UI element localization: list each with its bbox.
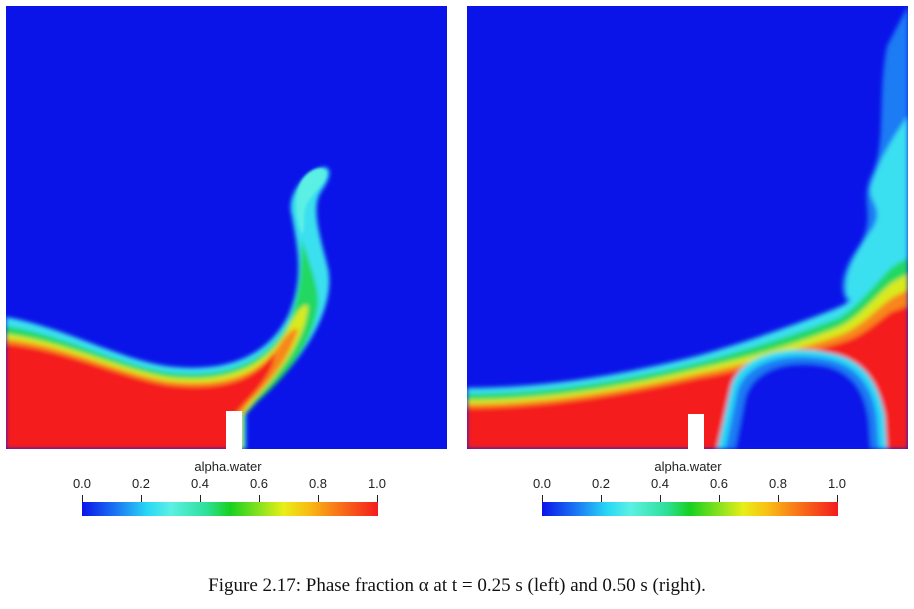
colorbar-tick — [200, 495, 201, 503]
colorbar-tick-label: 0.4 — [650, 476, 670, 491]
colorbar-tick — [837, 495, 838, 503]
figure-caption: Figure 2.17: Phase fraction α at t = 0.2… — [208, 575, 706, 596]
colorbar-tick — [601, 495, 602, 503]
colorbar-tick — [82, 495, 83, 503]
wave-lobe-left — [296, 168, 327, 234]
colorbar-tick — [377, 495, 378, 503]
colorbar-tick-label: 0.6 — [249, 476, 269, 491]
phase-fraction-field-right — [467, 6, 908, 449]
colorbar-tick-label: 0.8 — [308, 476, 328, 491]
colorbar-title: alpha.water — [654, 459, 722, 474]
colorbar-tick — [660, 495, 661, 503]
colorbar-tick — [259, 495, 260, 503]
simulation-panel-right — [467, 6, 908, 449]
obstacle-block-left — [226, 411, 242, 449]
simulation-panel-left — [6, 6, 447, 449]
colorbar-left: alpha.water 0.0 0.2 0.4 0.6 0.8 1.0 — [73, 459, 386, 519]
colorbar-tick — [141, 495, 142, 503]
colorbar-title: alpha.water — [194, 459, 262, 474]
colorbar-gradient — [82, 502, 378, 516]
colorbar-right: alpha.water 0.0 0.2 0.4 0.6 0.8 1.0 — [533, 459, 846, 519]
colorbar-tick — [719, 495, 720, 503]
colorbar-tick — [778, 495, 779, 503]
colorbar-tick-label: 0.0 — [532, 476, 552, 491]
colorbar-tick-label: 0.2 — [591, 476, 611, 491]
colorbar-tick — [318, 495, 319, 503]
phase-fraction-field-left — [6, 6, 447, 449]
water-interface-right — [467, 6, 908, 449]
obstacle-block-right — [688, 414, 704, 449]
colorbar-tick — [542, 495, 543, 503]
colorbar-tick-label: 0.4 — [190, 476, 210, 491]
colorbar-tick-label: 0.6 — [709, 476, 729, 491]
colorbar-gradient — [542, 502, 838, 516]
colorbar-tick-label: 0.2 — [131, 476, 151, 491]
colorbar-tick-label: 0.8 — [768, 476, 788, 491]
colorbar-tick-label: 1.0 — [367, 476, 387, 491]
colorbar-tick-label: 0.0 — [72, 476, 92, 491]
colorbar-tick-label: 1.0 — [827, 476, 847, 491]
